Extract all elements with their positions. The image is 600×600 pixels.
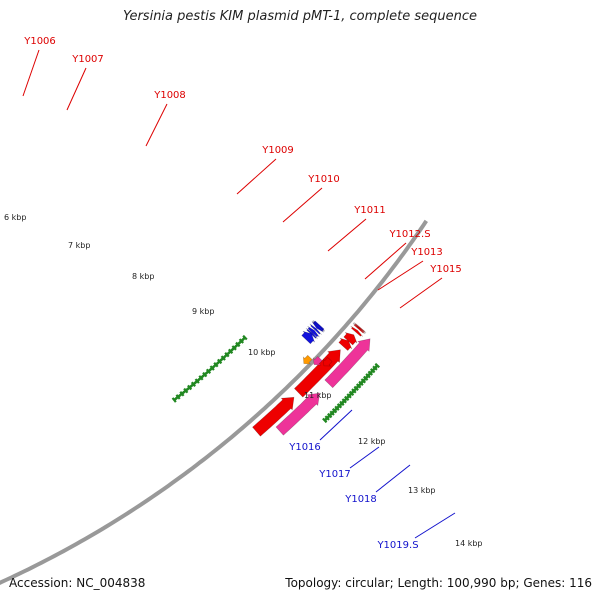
feature-highlight-arrow	[324, 338, 371, 389]
gene-label: Y1012.S	[388, 229, 430, 240]
gene-label: Y1006	[23, 36, 56, 47]
gene-label: Y1013	[410, 247, 443, 258]
leader-line	[319, 409, 353, 441]
backbone-layer	[0, 218, 430, 587]
scale-label: 9 kbp	[192, 307, 214, 316]
backbone-halo	[0, 218, 430, 587]
gene-label: Y1007	[71, 54, 104, 65]
feature-highlight-arrow	[302, 354, 313, 365]
accession-label: Accession: NC_004838	[9, 576, 146, 590]
leader-line	[349, 446, 380, 469]
leader-layer	[22, 49, 456, 539]
gene-label: Y1010	[307, 174, 340, 185]
topology-label: Topology: circular; Length: 100,990 bp; …	[285, 576, 592, 590]
inner-scale-tick	[242, 334, 248, 341]
leader-line	[282, 187, 323, 223]
forward-gene-arrow	[353, 322, 366, 334]
tick-layer	[171, 334, 380, 424]
scale-label: 8 kbp	[132, 272, 154, 281]
leader-line	[145, 103, 168, 147]
leader-line	[22, 49, 40, 97]
leader-line	[375, 464, 411, 493]
scale-label: 7 kbp	[68, 241, 90, 250]
gene-label: Y1017	[318, 469, 351, 480]
gene-label: Y1008	[153, 90, 186, 101]
gene-layer	[252, 320, 371, 437]
reverse-gene-arrow	[309, 323, 322, 335]
forward-gene-arrow	[252, 396, 295, 437]
forward-gene-arrow	[322, 356, 333, 367]
outer-scale-tick	[374, 362, 380, 369]
feature-highlight-arrow	[275, 392, 321, 436]
gene-label: Y1015	[429, 264, 462, 275]
scale-label: 10 kbp	[248, 348, 276, 357]
gene-label: Y1016	[288, 442, 321, 453]
forward-gene-arrow	[352, 323, 366, 335]
leader-line	[377, 260, 424, 291]
map-title: Yersinia pestis KIM plasmid pMT-1, compl…	[122, 9, 478, 24]
leader-line	[66, 67, 87, 111]
reverse-gene-arrow	[301, 331, 315, 345]
gene-label: Y1019.S	[376, 540, 418, 551]
scale-label: 12 kbp	[358, 437, 386, 446]
forward-gene-arrow	[343, 332, 358, 346]
gene-label: Y1009	[261, 145, 294, 156]
leader-line	[399, 277, 443, 309]
gene-label: Y1018	[344, 494, 377, 505]
label-layer: 6 kbp 7 kbp 8 kbp 9 kbp 10 kbp 11 kbp 12 kbp 13…	[4, 36, 483, 551]
forward-gene-arrow	[338, 338, 353, 351]
scale-label: 13 kbp	[408, 486, 436, 495]
backbone-ring	[0, 219, 428, 585]
reverse-gene-arrow	[312, 320, 325, 332]
scale-label: 14 kbp	[455, 539, 483, 548]
leader-line	[414, 512, 456, 539]
feature-highlight-arrow	[313, 355, 323, 366]
scale-label: 6 kbp	[4, 213, 26, 222]
reverse-gene-arrow	[305, 327, 318, 340]
leader-line	[236, 158, 277, 195]
forward-gene-arrow	[353, 322, 367, 334]
leader-line	[327, 218, 367, 252]
leader-line	[364, 242, 407, 280]
forward-gene-arrow	[350, 325, 364, 337]
reverse-gene-arrow	[307, 325, 320, 338]
gene-label: Y1011	[353, 205, 386, 216]
scale-label: 11 kbp	[304, 391, 332, 400]
